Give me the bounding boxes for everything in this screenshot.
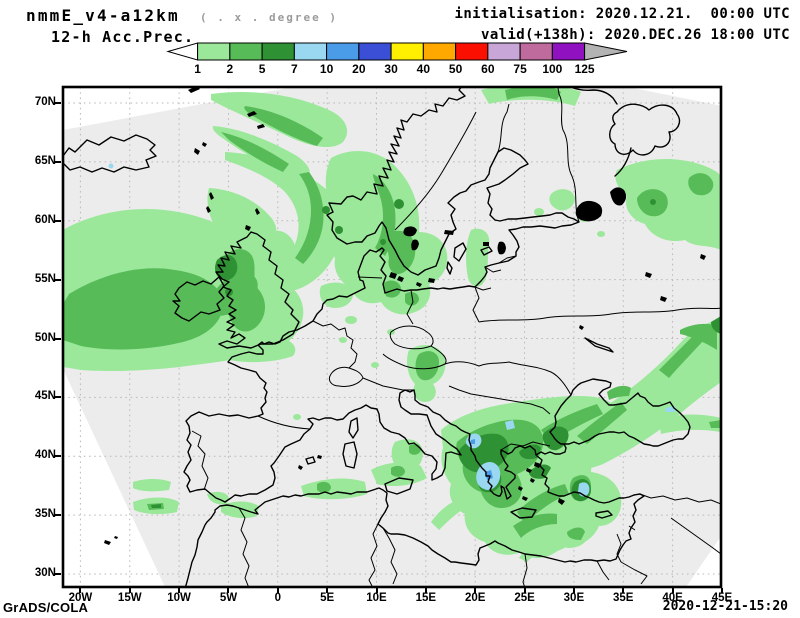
lat-axis-tick <box>55 278 61 281</box>
lat-axis-tick <box>55 455 61 458</box>
colorbar-segment <box>261 42 295 61</box>
precip-mid-blue <box>471 439 493 480</box>
lon-axis-label: 5E <box>320 592 335 604</box>
lon-axis-tick <box>227 588 230 593</box>
lon-axis-tick <box>326 588 329 593</box>
lon-axis-label: 30E <box>563 592 585 604</box>
lon-axis-tick <box>128 588 131 593</box>
colorbar-segment <box>197 42 231 61</box>
model-title: nmmE_v4-a12km <box>26 6 180 25</box>
lat-axis-label: 70N <box>34 96 56 108</box>
colorbar-segment <box>229 42 263 61</box>
colorbar-tick-label: 1 <box>194 62 201 76</box>
colorbar-segment <box>551 42 586 61</box>
lat-axis-tick <box>55 514 61 517</box>
lon-axis-tick <box>622 588 625 593</box>
grads-credit: GrADS/COLA <box>3 600 89 615</box>
lat-axis-label: 50N <box>34 331 56 344</box>
colorbar-tick-label: 100 <box>542 62 562 76</box>
lat-axis-tick <box>55 102 61 104</box>
colorbar-tick-label: 5 <box>259 62 266 76</box>
lon-axis-label: 10E <box>366 592 387 604</box>
lat-axis-label: 65N <box>34 154 56 167</box>
small-islands-and-lakes <box>104 87 706 545</box>
colorbar-tick-label: 10 <box>320 62 334 76</box>
lon-axis-tick <box>474 588 477 593</box>
product-subtitle: 12-h Acc.Prec. <box>51 28 195 46</box>
lat-axis-label: 40N <box>34 449 56 462</box>
creation-timestamp: 2020-12-21-15:20 <box>662 599 788 614</box>
lon-axis-tick <box>79 588 82 593</box>
lon-axis-label: 45E <box>711 592 733 604</box>
lon-axis-label: 5W <box>219 592 238 604</box>
lon-axis-label: 25E <box>514 592 535 604</box>
lon-axis-label: 40E <box>662 592 683 604</box>
colorbar-segment <box>358 42 392 61</box>
colorbar-tick-label: 75 <box>513 62 527 76</box>
colorbar-segment <box>390 42 424 61</box>
colorbar-segment <box>293 42 328 61</box>
lon-axis-tick <box>178 588 181 593</box>
colorbar-tick-label: 2 <box>227 62 234 76</box>
colorbar-segment <box>422 42 457 61</box>
colorbar-tick-label: 60 <box>481 62 495 76</box>
colorbar-segment <box>487 42 521 61</box>
lon-axis-label: 15W <box>117 592 142 604</box>
colorbar-tick-label: 7 <box>291 62 298 76</box>
lat-axis-tick <box>55 219 61 222</box>
lat-axis-label: 30N <box>34 567 56 579</box>
lat-axis-label: 60N <box>34 213 56 226</box>
colorbar-tick-label: 40 <box>417 62 431 76</box>
lon-axis-tick <box>424 588 427 593</box>
lon-axis-tick <box>375 588 378 593</box>
lat-axis-tick <box>55 396 61 399</box>
valid-time: valid(+138h): 2020.DEC.26 18:00 UTC <box>480 27 790 43</box>
colorbar-segment <box>519 42 553 61</box>
europe-precipitation-map <box>61 85 723 589</box>
lat-axis-tick <box>55 337 61 340</box>
lon-axis-tick <box>720 588 723 593</box>
lon-axis-label: 20E <box>464 592 486 604</box>
colorbar-tick-label: 125 <box>575 62 595 76</box>
lat-axis-tick <box>55 160 61 163</box>
colorbar-segment <box>326 42 360 61</box>
lat-axis-label: 35N <box>34 508 56 521</box>
lon-axis-label: 0 <box>274 592 281 604</box>
colorbar-right-arrow <box>584 42 628 61</box>
country-borders <box>191 87 721 587</box>
lon-axis-tick <box>671 588 674 593</box>
lon-axis-label: 15E <box>415 592 437 604</box>
coastlines <box>63 87 691 587</box>
map-frame <box>61 85 723 589</box>
lon-axis-label: 10W <box>167 592 191 604</box>
lat-axis-label: 55N <box>34 272 56 285</box>
lon-axis-label: 20W <box>68 592 93 604</box>
lon-axis-tick <box>276 588 279 593</box>
colorbar-tick-label: 50 <box>449 62 463 76</box>
lat-axis-label: 45N <box>34 390 56 403</box>
lon-axis-tick <box>523 588 526 593</box>
colorbar-tick-label: 30 <box>384 62 398 76</box>
lon-axis-label: 35E <box>613 592 634 604</box>
lat-axis-tick <box>55 573 61 575</box>
colorbar-tick-label: 20 <box>352 62 366 76</box>
lon-axis-tick <box>572 588 575 593</box>
colorbar-left-arrow <box>166 42 199 61</box>
initialisation-time: initialisation: 2020.12.21. 00:00 UTC <box>454 6 790 22</box>
colorbar-segment <box>455 42 489 61</box>
grid-resolution-note: ( . x . degree ) <box>200 11 338 24</box>
precipitation-colorbar: 1 2 5 7 10 20 30 40 50 60 75 100 125 <box>166 42 628 76</box>
